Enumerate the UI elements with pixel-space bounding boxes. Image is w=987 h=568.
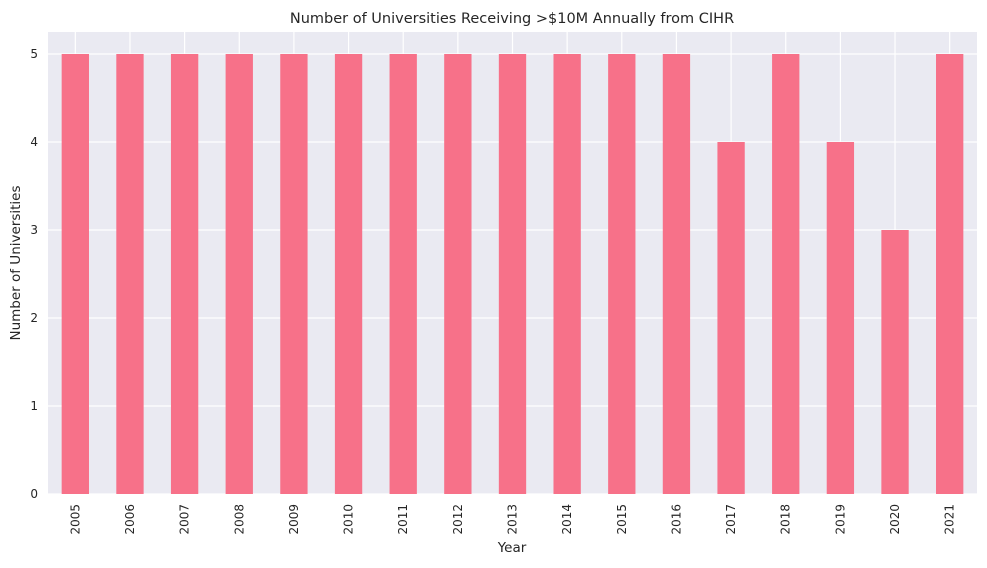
bar-2016: [662, 54, 691, 494]
x-axis-ticks: 2005 2006 2007 2008 2009 2010 2011 2012 2013 2014…: [68, 504, 956, 535]
bar-2005: [61, 54, 89, 494]
x-tick-label: 2020: [888, 504, 902, 535]
bar-2009: [280, 54, 308, 494]
bar-2011: [389, 54, 417, 494]
y-tick-label: 0: [30, 487, 38, 501]
x-tick-label: 2008: [232, 504, 246, 535]
bar-2018: [772, 54, 800, 494]
x-tick-label: 2017: [724, 504, 738, 535]
bar-2013: [498, 54, 527, 494]
bar-2012: [444, 54, 472, 494]
y-tick-label: 1: [30, 399, 38, 413]
y-tick-label: 4: [30, 135, 38, 149]
x-tick-label: 2019: [833, 504, 847, 535]
bar-2020: [881, 230, 909, 494]
y-axis-ticks: 0 1 2 3 4 5: [30, 47, 38, 501]
x-axis-label: Year: [497, 540, 527, 556]
y-tick-label: 5: [30, 47, 38, 61]
x-tick-label: 2007: [178, 504, 192, 535]
x-tick-label: 2005: [68, 504, 82, 535]
x-tick-label: 2014: [560, 504, 574, 535]
x-tick-label: 2006: [123, 504, 137, 535]
bar-2017: [717, 142, 745, 494]
bar-2021: [936, 54, 964, 494]
bar-2007: [170, 54, 199, 494]
x-tick-label: 2013: [506, 504, 520, 535]
x-tick-label: 2011: [396, 504, 410, 535]
y-tick-label: 3: [30, 223, 38, 237]
y-tick-label: 2: [30, 311, 38, 325]
chart-title: Number of Universities Receiving >$10M A…: [290, 11, 734, 27]
bar-2015: [608, 54, 636, 494]
x-tick-label: 2021: [943, 504, 957, 535]
bar-2014: [553, 54, 581, 494]
bars: [61, 54, 964, 494]
x-tick-label: 2009: [287, 504, 301, 535]
bar-2019: [826, 142, 855, 494]
x-tick-label: 2010: [342, 504, 356, 535]
bar-2010: [334, 54, 363, 494]
x-tick-label: 2012: [451, 504, 465, 535]
x-tick-label: 2018: [779, 504, 793, 535]
x-tick-label: 2016: [669, 504, 683, 535]
x-tick-label: 2015: [615, 504, 629, 535]
y-axis-label: Number of Universities: [8, 185, 24, 340]
bar-2008: [225, 54, 253, 494]
bar-2006: [116, 54, 144, 494]
